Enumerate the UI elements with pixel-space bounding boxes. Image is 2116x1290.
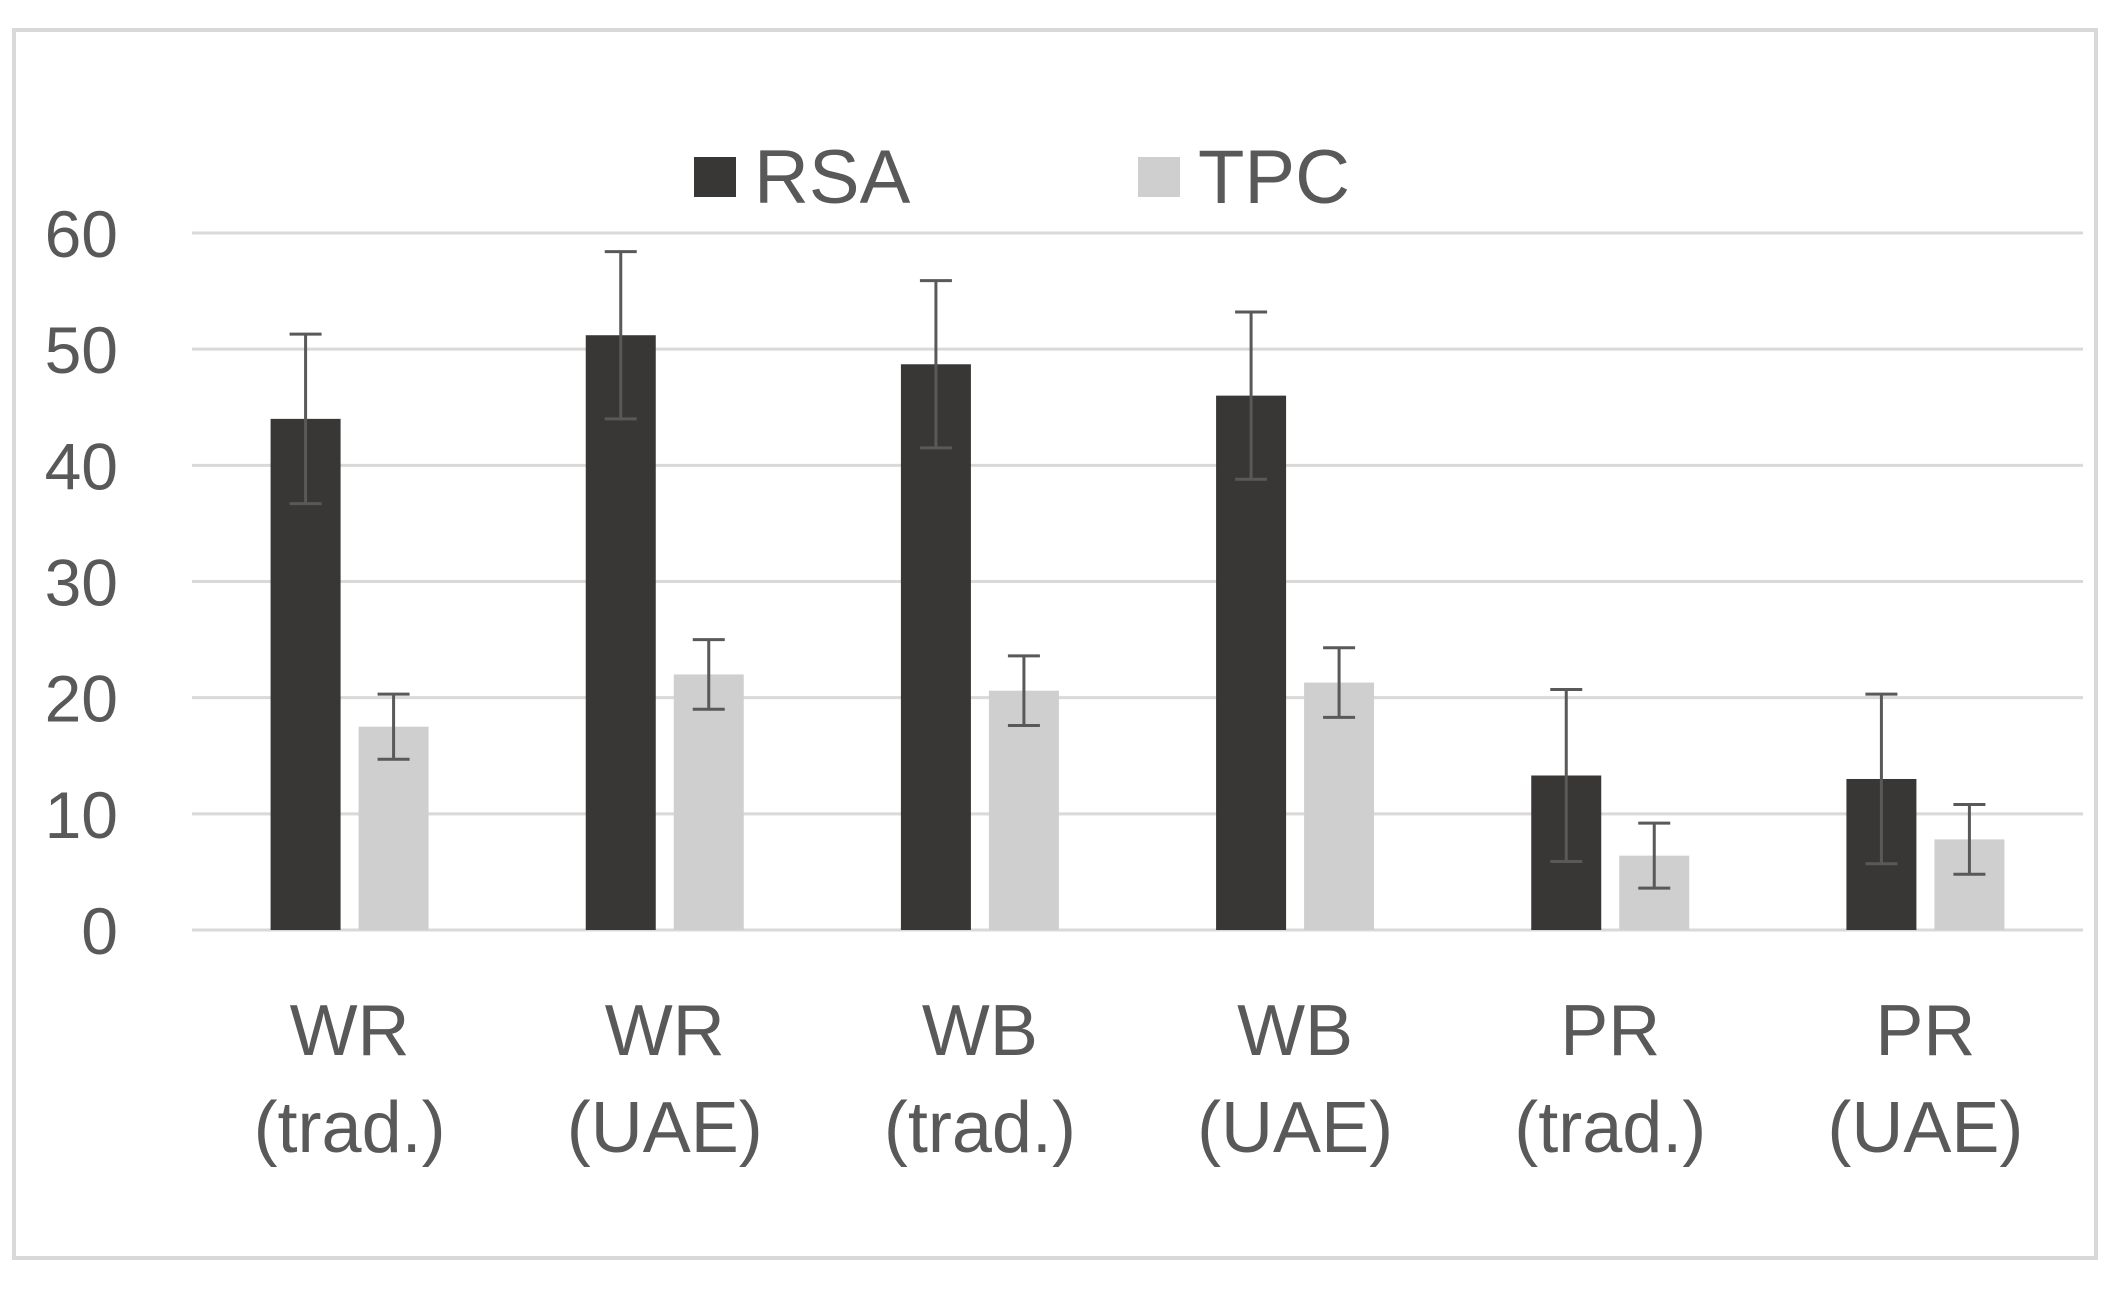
bar-tpc-2 [988, 690, 1059, 930]
y-tick-label-60: 60 [45, 197, 118, 271]
legend-label-rsa: RSA [754, 135, 911, 220]
legend: RSA TPC [694, 135, 1350, 220]
category-label-4-line-1: (trad.) [1514, 1088, 1706, 1168]
category-label-3-line-0: WB [1237, 991, 1353, 1071]
bar-rsa-1 [585, 335, 656, 930]
category-label-2-line-0: WB [922, 991, 1038, 1071]
bar-tpc-1 [673, 674, 744, 930]
y-tick-label-30: 30 [45, 546, 118, 620]
y-tick-label-50: 50 [45, 313, 118, 387]
gridlines [192, 231, 2083, 932]
y-tick-label-10: 10 [45, 778, 118, 852]
category-label-1-line-0: WR [605, 991, 725, 1071]
category-label-1-line-1: (UAE) [567, 1088, 763, 1168]
legend-swatch-tpc [1138, 157, 1180, 197]
category-label-0-line-1: (trad.) [254, 1088, 446, 1168]
y-tick-label-20: 20 [45, 662, 118, 736]
category-label-5-line-0: PR [1875, 991, 1975, 1071]
category-label-2-line-1: (trad.) [884, 1088, 1076, 1168]
bar-rsa-3 [1216, 395, 1287, 931]
category-label-0-line-0: WR [290, 991, 410, 1071]
y-tick-label-40: 40 [45, 429, 118, 503]
bar-rsa-2 [900, 364, 971, 931]
x-axis-categories: WR (trad.) WR (UAE) WB (trad.) WB (UAE) PR (trad.… [254, 991, 2024, 1168]
category-label-3-line-1: (UAE) [1197, 1088, 1393, 1168]
bar-tpc-3 [1304, 682, 1375, 930]
y-axis-ticks: 0 10 20 30 40 50 60 [45, 197, 118, 968]
error-bars [289, 250, 1986, 890]
bars [270, 335, 2005, 931]
legend-label-tpc: TPC [1198, 135, 1350, 220]
category-label-4-line-0: PR [1560, 991, 1660, 1071]
y-tick-label-0: 0 [81, 894, 118, 968]
legend-swatch-rsa [694, 157, 736, 197]
category-label-5-line-1: (UAE) [1827, 1088, 2023, 1168]
